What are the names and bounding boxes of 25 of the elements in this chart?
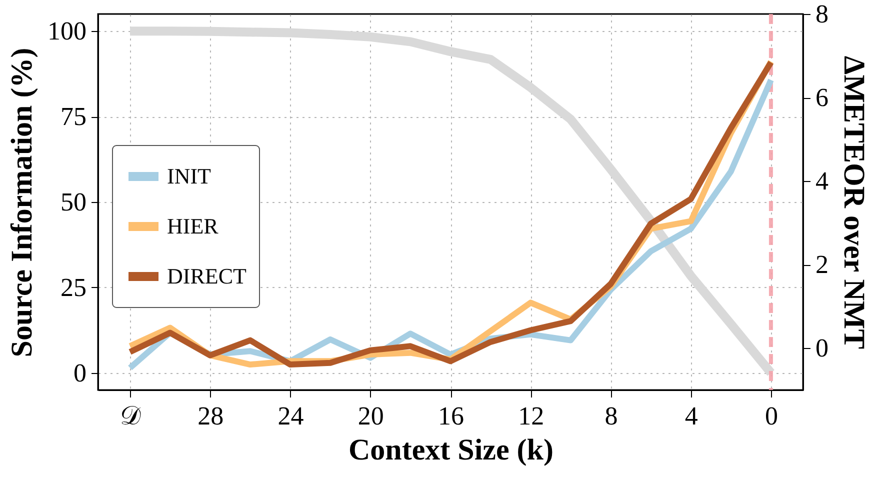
x-tick-label: 28 xyxy=(198,402,224,430)
x-tick-label: 0 xyxy=(764,402,778,430)
legend-label: HIER xyxy=(167,214,219,238)
y-tick-label: 100 xyxy=(48,16,86,46)
x-tick-label: 16 xyxy=(438,402,464,430)
y-tick-label: 50 xyxy=(60,188,86,216)
y2-tick-label: 0 xyxy=(816,334,828,363)
x-tick-label: 4 xyxy=(684,402,698,430)
y2-axis-title: ΔMETEOR over NMT xyxy=(838,56,870,350)
x-tick-label: 24 xyxy=(278,402,304,430)
legend-label: DIRECT xyxy=(167,264,247,288)
x-tick-label: 8 xyxy=(604,402,618,430)
y2-tick-label: 4 xyxy=(816,166,828,196)
y-tick-label: 0 xyxy=(74,358,86,388)
x-tick-label: 𝒟 xyxy=(120,402,142,430)
y-tick-label: 25 xyxy=(60,272,86,302)
x-tick-label: 12 xyxy=(518,402,544,430)
y2-tick-label: 8 xyxy=(816,0,828,28)
y-axis-title: Source Information (%) xyxy=(6,48,38,358)
y2-tick-label: 6 xyxy=(816,83,828,112)
legend-label: INIT xyxy=(167,164,212,188)
y-tick-label: 75 xyxy=(60,102,86,132)
y2-tick-label: 2 xyxy=(816,250,828,280)
x-axis-title: Context Size (k) xyxy=(348,434,554,466)
x-tick-label: 20 xyxy=(358,402,384,430)
